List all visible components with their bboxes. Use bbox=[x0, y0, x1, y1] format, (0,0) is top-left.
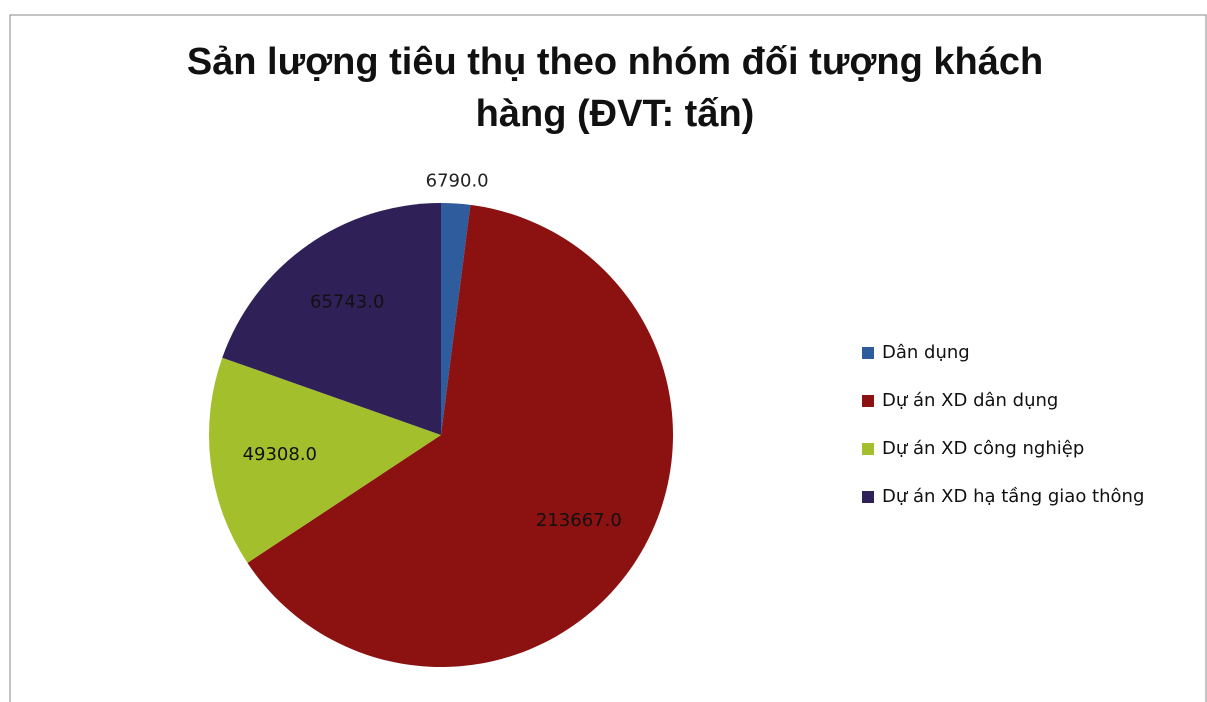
legend-swatch bbox=[862, 443, 874, 455]
data-label: 49308.0 bbox=[243, 444, 317, 465]
data-label: 65743.0 bbox=[310, 291, 384, 312]
legend-swatch bbox=[862, 347, 874, 359]
pie-slice bbox=[209, 357, 441, 563]
legend-label: Dự án XD công nghiệp bbox=[882, 438, 1084, 459]
legend-label: Dự án XD dân dụng bbox=[882, 390, 1058, 411]
pie-slice bbox=[441, 203, 471, 435]
legend-swatch bbox=[862, 395, 874, 407]
chart-title: Sản lượng tiêu thụ theo nhóm đối tượng k… bbox=[186, 41, 1044, 135]
legend-label: Dự án XD hạ tầng giao thông bbox=[882, 486, 1144, 507]
pie-slice bbox=[247, 204, 674, 667]
data-label: 6790.0 bbox=[426, 171, 489, 192]
pie-slice bbox=[222, 203, 441, 435]
legend-swatch bbox=[862, 491, 874, 503]
data-label: 213667.0 bbox=[536, 510, 622, 531]
legend-label: Dân dụng bbox=[882, 342, 970, 363]
